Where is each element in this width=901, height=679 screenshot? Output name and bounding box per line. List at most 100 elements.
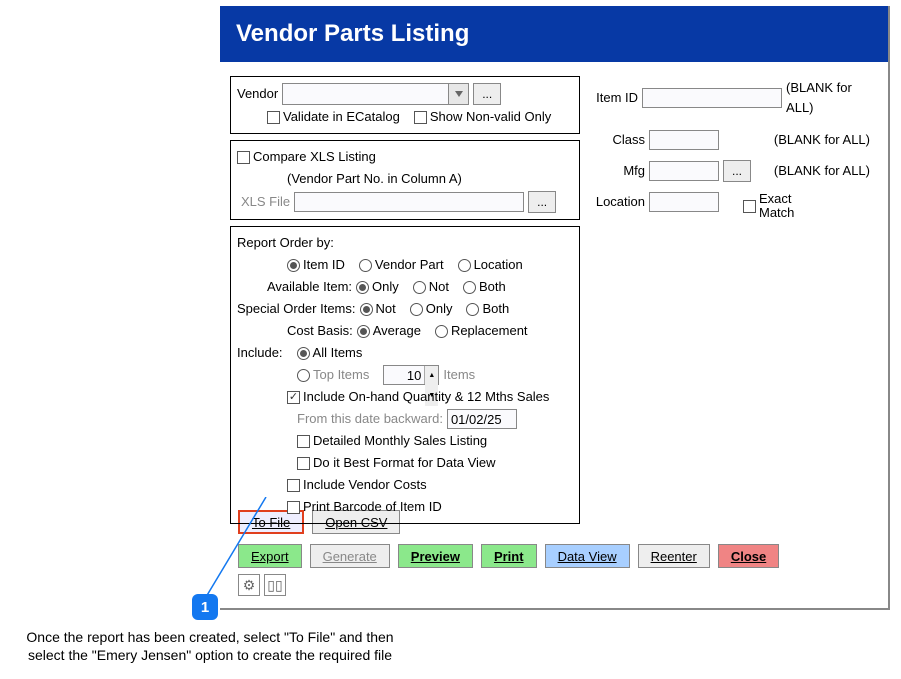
close-button[interactable]: Close bbox=[718, 544, 779, 568]
spinner-buttons: ▲▼ bbox=[424, 366, 438, 384]
topitems-value[interactable] bbox=[384, 366, 424, 384]
vendor-row: Vendor ... bbox=[237, 83, 573, 105]
include-allitems-radio[interactable]: All Items bbox=[297, 343, 363, 363]
order-vendorpart-radio[interactable]: Vendor Part bbox=[359, 255, 444, 275]
vendorcosts-label: Include Vendor Costs bbox=[303, 475, 427, 495]
radio-icon bbox=[413, 281, 426, 294]
include-onhand-checkbox[interactable]: Include On-hand Quantity & 12 Mths Sales bbox=[287, 387, 549, 407]
include-topitems-radio[interactable]: Top Items bbox=[297, 365, 369, 385]
topitems-spinner[interactable]: ▲▼ bbox=[383, 365, 439, 385]
vendorcosts-checkbox[interactable]: Include Vendor Costs bbox=[287, 475, 427, 495]
dataview-button[interactable]: Data View bbox=[545, 544, 630, 568]
exact-match-checkbox[interactable]: Exact Match bbox=[743, 192, 809, 220]
class-hint: (BLANK for ALL) bbox=[774, 130, 870, 150]
vendor-browse-button[interactable]: ... bbox=[473, 83, 501, 105]
class-row: Class (BLANK for ALL) bbox=[590, 130, 870, 150]
export-button[interactable]: Export bbox=[238, 544, 302, 568]
show-nonvalid-checkbox[interactable]: Show Non-valid Only bbox=[414, 107, 551, 127]
avail-not-radio[interactable]: Not bbox=[413, 277, 449, 297]
vendor-label: Vendor bbox=[237, 84, 278, 104]
itemid-input[interactable] bbox=[642, 88, 782, 108]
options-box: Report Order by: Item ID Vendor Part Loc… bbox=[230, 226, 580, 524]
mfg-hint: (BLANK for ALL) bbox=[774, 161, 870, 181]
location-input[interactable] bbox=[649, 192, 719, 212]
dialog-window: Vendor Parts Listing Vendor ... bbox=[220, 6, 890, 610]
special-only-radio[interactable]: Only bbox=[410, 299, 453, 319]
fromdate-label: From this date backward: bbox=[297, 409, 443, 429]
special-not-radio[interactable]: Not bbox=[360, 299, 396, 319]
include-onhand-row: Include On-hand Quantity & 12 Mths Sales bbox=[237, 387, 573, 407]
checkbox-icon bbox=[414, 111, 427, 124]
mfg-label: Mfg bbox=[590, 161, 645, 181]
preview-button[interactable]: Preview bbox=[398, 544, 473, 568]
mfg-row: Mfg ... (BLANK for ALL) bbox=[590, 160, 870, 182]
doitbest-row: Do it Best Format for Data View bbox=[237, 453, 573, 473]
location-row: Location Exact Match bbox=[590, 192, 870, 220]
print-label: Print bbox=[494, 549, 524, 564]
fromdate-row: From this date backward: bbox=[237, 409, 573, 429]
vendor-dropdown-value bbox=[283, 84, 448, 104]
cost-avg-radio[interactable]: Average bbox=[357, 321, 421, 341]
generate-button[interactable]: Generate bbox=[310, 544, 390, 568]
show-nonvalid-label: Show Non-valid Only bbox=[430, 107, 551, 127]
callout-number: 1 bbox=[192, 594, 218, 620]
special-only-label: Only bbox=[426, 299, 453, 319]
include-allitems-row: Include: All Items bbox=[237, 343, 573, 363]
content: Vendor ... Validate in ECatalog bbox=[220, 62, 888, 608]
spinner-up[interactable]: ▲ bbox=[425, 366, 438, 386]
vendor-dropdown[interactable] bbox=[282, 83, 469, 105]
xlsfile-label: XLS File bbox=[241, 192, 290, 212]
gear-icon[interactable]: ⚙ bbox=[238, 574, 260, 596]
compare-xls-checkbox[interactable]: Compare XLS Listing bbox=[237, 147, 376, 167]
doitbest-checkbox[interactable]: Do it Best Format for Data View bbox=[297, 453, 496, 473]
mfg-browse-button[interactable]: ... bbox=[723, 160, 751, 182]
cost-repl-radio[interactable]: Replacement bbox=[435, 321, 528, 341]
fromdate-input[interactable] bbox=[447, 409, 517, 429]
available-row: Available Item: Only Not Both bbox=[237, 277, 573, 297]
book-icon[interactable]: ▯▯ bbox=[264, 574, 286, 596]
barcode-row: Print Barcode of Item ID bbox=[237, 497, 573, 517]
xlsfile-browse-button[interactable]: ... bbox=[528, 191, 556, 213]
radio-icon bbox=[458, 259, 471, 272]
location-label: Location bbox=[590, 192, 645, 212]
vendor-box: Vendor ... Validate in ECatalog bbox=[230, 76, 580, 134]
barcode-label: Print Barcode of Item ID bbox=[303, 497, 442, 517]
detailed-monthly-checkbox[interactable]: Detailed Monthly Sales Listing bbox=[297, 431, 487, 451]
barcode-checkbox[interactable]: Print Barcode of Item ID bbox=[287, 497, 442, 517]
order-location-radio[interactable]: Location bbox=[458, 255, 523, 275]
cost-repl-label: Replacement bbox=[451, 321, 528, 341]
compare-row: Compare XLS Listing bbox=[237, 147, 573, 167]
callout-line1: Once the report has been created, select… bbox=[26, 629, 393, 645]
radio-icon bbox=[297, 347, 310, 360]
itemid-hint: (BLANK for ALL) bbox=[786, 78, 870, 118]
report-order-label-row: Report Order by: bbox=[237, 233, 573, 253]
special-both-radio[interactable]: Both bbox=[466, 299, 509, 319]
radio-icon bbox=[466, 303, 479, 316]
action-buttons-row: Export Generate Preview Print Data View … bbox=[232, 538, 876, 572]
available-label: Available Item: bbox=[267, 277, 352, 297]
avail-not-label: Not bbox=[429, 277, 449, 297]
print-button[interactable]: Print bbox=[481, 544, 537, 568]
doitbest-label: Do it Best Format for Data View bbox=[313, 453, 496, 473]
special-label: Special Order Items: bbox=[237, 299, 356, 319]
order-itemid-label: Item ID bbox=[303, 255, 345, 275]
validate-ecatalog-checkbox[interactable]: Validate in ECatalog bbox=[267, 107, 400, 127]
dataview-label: Data View bbox=[558, 549, 617, 564]
mfg-input[interactable] bbox=[649, 161, 719, 181]
chevron-down-icon bbox=[455, 91, 463, 97]
reenter-button[interactable]: Reenter bbox=[638, 544, 710, 568]
xlsfile-input[interactable] bbox=[294, 192, 524, 212]
export-label: Export bbox=[251, 549, 289, 564]
avail-only-label: Only bbox=[372, 277, 399, 297]
avail-both-radio[interactable]: Both bbox=[463, 277, 506, 297]
vendor-dropdown-button[interactable] bbox=[448, 84, 468, 104]
order-location-label: Location bbox=[474, 255, 523, 275]
order-itemid-radio[interactable]: Item ID bbox=[287, 255, 345, 275]
report-order-options: Item ID Vendor Part Location bbox=[237, 255, 573, 275]
titlebar: Vendor Parts Listing bbox=[220, 6, 888, 62]
costbasis-row: Cost Basis: Average Replacement bbox=[237, 321, 573, 341]
xlsfile-row: XLS File ... bbox=[237, 191, 573, 213]
avail-only-radio[interactable]: Only bbox=[356, 277, 399, 297]
class-input[interactable] bbox=[649, 130, 719, 150]
special-not-label: Not bbox=[376, 299, 396, 319]
